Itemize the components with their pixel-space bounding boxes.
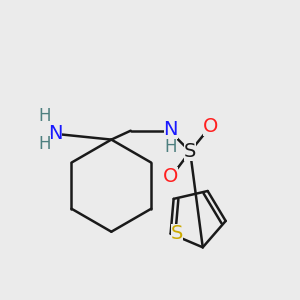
Text: H: H [165,138,177,156]
Text: H: H [38,107,51,125]
Text: O: O [203,117,219,136]
Text: S: S [184,142,196,161]
Text: N: N [164,120,178,139]
Text: S: S [171,224,183,243]
Text: H: H [38,135,51,153]
Text: N: N [48,124,62,143]
Text: O: O [163,167,178,186]
